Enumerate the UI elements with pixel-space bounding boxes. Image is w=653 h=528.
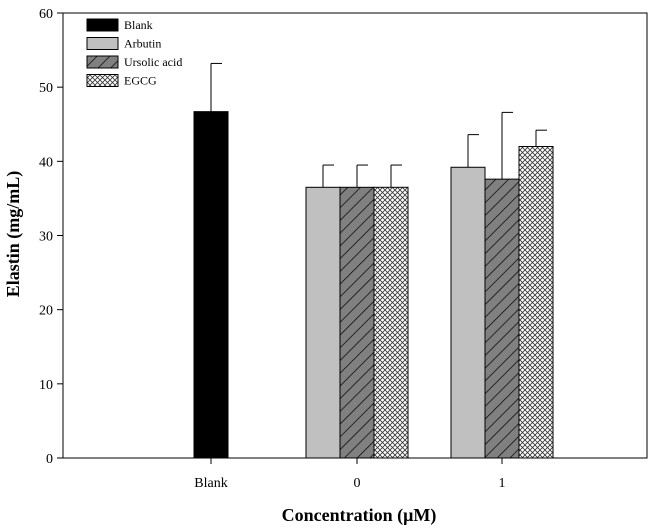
error-bars [210, 62, 547, 188]
x-tick-label: Blank [194, 476, 227, 491]
x-axis-title: Concentration (μM) [282, 505, 437, 526]
bars [193, 111, 554, 459]
legend: Blank Arbutin Ursolic acid EGCG [86, 18, 182, 88]
bar-blank [193, 111, 229, 459]
x-axis: Blank 0 1 [194, 458, 506, 491]
legend-label: Blank [124, 18, 153, 32]
y-tick-label: 40 [39, 155, 53, 170]
bar-egcg [373, 186, 409, 459]
legend-swatch [86, 37, 119, 50]
legend-swatch [86, 74, 119, 87]
y-tick-label: 0 [46, 452, 53, 467]
y-tick-label: 30 [39, 230, 53, 245]
legend-swatch [86, 55, 119, 69]
y-tick-label: 10 [39, 378, 53, 393]
bar-arbutin [450, 166, 486, 459]
y-axis: 0 10 20 30 40 50 60 [39, 7, 63, 467]
legend-label: EGCG [124, 74, 157, 88]
bar-arbutin [305, 186, 341, 459]
y-tick-label: 50 [39, 81, 53, 96]
y-tick-label: 20 [39, 304, 53, 319]
x-tick-label: 0 [354, 476, 361, 491]
bar-ursolic-acid [339, 186, 375, 459]
bar-egcg [518, 146, 554, 459]
legend-swatch [86, 18, 119, 32]
legend-label: Arbutin [124, 37, 161, 51]
y-tick-label: 60 [39, 7, 53, 22]
y-axis-title: Elastin (mg/mL) [3, 171, 24, 298]
x-tick-label: 1 [499, 476, 506, 491]
bar-ursolic-acid [484, 178, 520, 459]
legend-label: Ursolic acid [124, 55, 182, 69]
